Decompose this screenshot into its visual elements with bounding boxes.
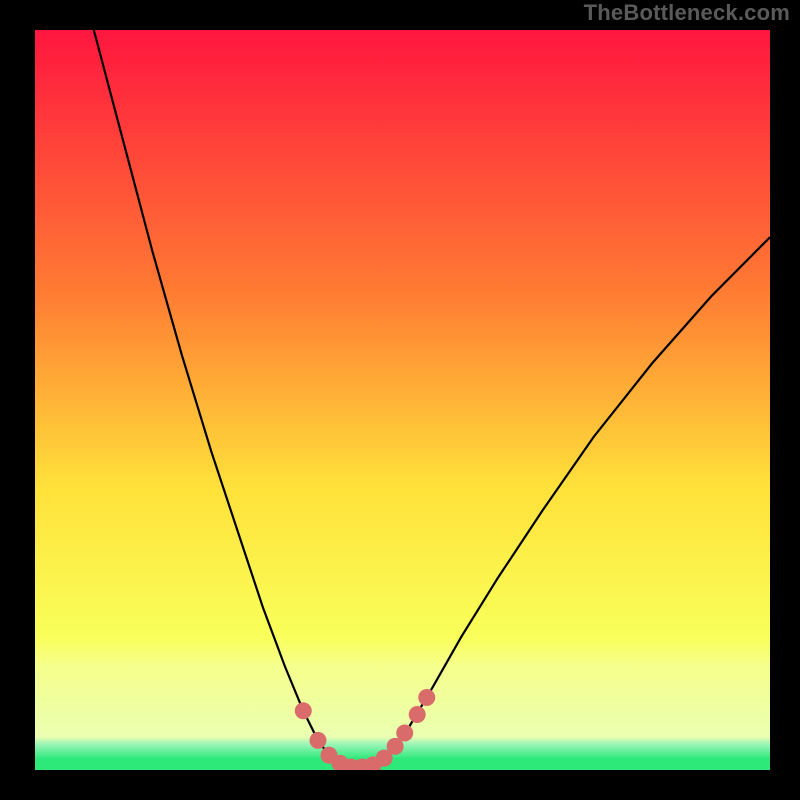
curve-marker <box>309 732 326 749</box>
watermark-text: TheBottleneck.com <box>584 0 790 26</box>
curve-marker <box>418 689 435 706</box>
plot-background <box>35 30 770 770</box>
figure-container: { "watermark": { "text": "TheBottleneck.… <box>0 0 800 800</box>
plot-area <box>35 30 770 770</box>
curve-marker <box>409 706 426 723</box>
curve-marker <box>396 725 413 742</box>
curve-marker <box>295 702 312 719</box>
chart-svg <box>35 30 770 770</box>
